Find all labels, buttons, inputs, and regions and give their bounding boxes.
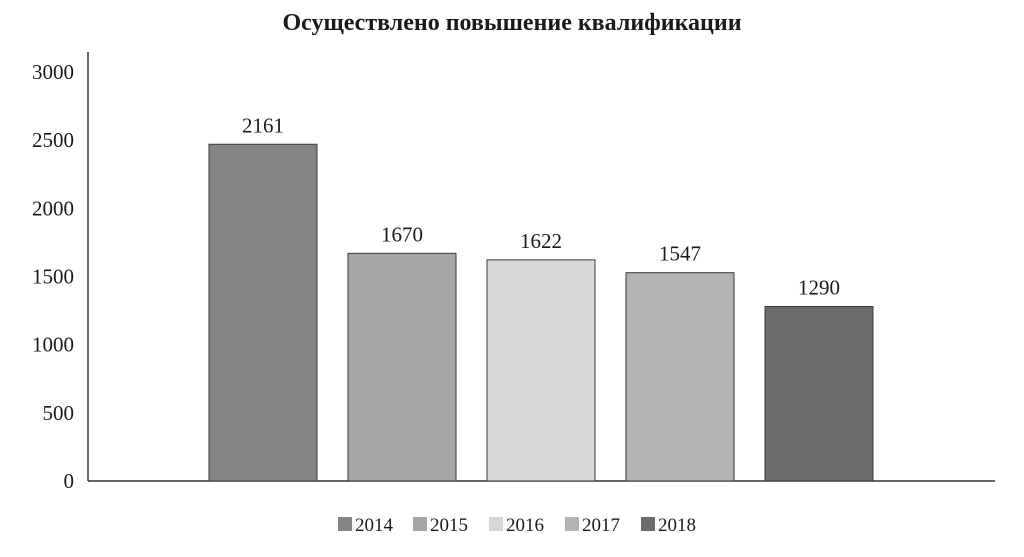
y-tick-label: 1500 [32, 265, 74, 289]
bars [208, 143, 874, 482]
bar-2016 [486, 259, 596, 482]
data-labels: 2161 1670 1622 1547 1290 [242, 113, 840, 299]
data-label-2018: 1290 [798, 275, 840, 299]
legend-label-2015: 2015 [430, 515, 468, 536]
y-tick-label: 2000 [32, 196, 74, 220]
y-tick-label: 500 [43, 401, 75, 425]
legend: 2014 2015 2016 2017 2018 [338, 515, 696, 536]
legend-label-2016: 2016 [506, 515, 544, 536]
y-tick-label: 0 [64, 469, 75, 493]
y-tick-label: 2500 [32, 128, 74, 152]
bar-2018 [764, 305, 874, 482]
legend-swatch-2018 [641, 517, 655, 531]
data-label-2014: 2161 [242, 113, 284, 137]
legend-label-2014: 2014 [355, 515, 394, 536]
y-tick-label: 3000 [32, 60, 74, 84]
legend-swatch-2015 [413, 517, 427, 531]
legend-label-2017: 2017 [582, 515, 620, 536]
y-tick-label: 1000 [32, 333, 74, 357]
data-label-2017: 1547 [659, 242, 701, 266]
bar-2015 [347, 252, 457, 482]
chart-title: Осуществлено повышение квалификации [282, 10, 741, 36]
legend-label-2018: 2018 [658, 515, 696, 536]
data-label-2016: 1622 [520, 229, 562, 253]
legend-swatch-2016 [489, 517, 503, 531]
bar-2014 [208, 143, 318, 482]
legend-swatch-2014 [338, 517, 352, 531]
data-label-2015: 1670 [381, 222, 423, 246]
legend-swatch-2017 [565, 517, 579, 531]
bar-2017 [625, 272, 735, 482]
